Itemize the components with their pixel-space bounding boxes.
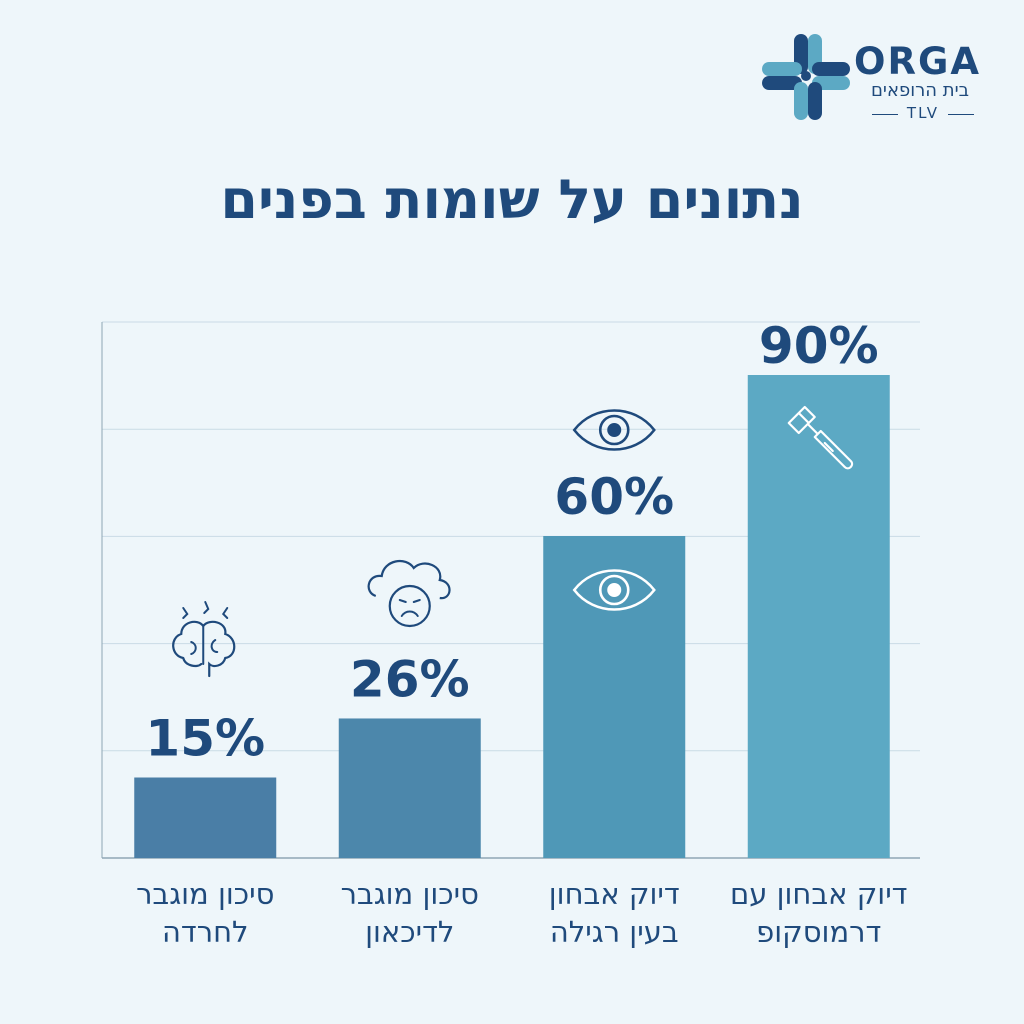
dermatoscope-icon	[787, 405, 854, 470]
category-label-naked-eye: בעין רגילה	[550, 915, 679, 949]
bar-anxiety	[134, 777, 277, 858]
logo-name: ORGA	[854, 40, 981, 83]
category-label-dermatoscope: דיוק אבחון עם	[730, 877, 908, 911]
logo-cross-icon	[762, 34, 850, 120]
data-label-naked-eye: 60%	[554, 468, 674, 526]
page-title: נתונים על שומות בפנים	[220, 168, 804, 231]
brain-stress-icon	[172, 601, 236, 678]
sad-cloud-face-icon	[367, 559, 451, 628]
category-label-depression: סיכון מוגבר	[341, 877, 479, 911]
category-label-anxiety: סיכון מוגבר	[136, 877, 274, 911]
eye-icon	[572, 409, 656, 451]
category-label-depression: לדיכאון	[365, 915, 454, 949]
logo-subtitle: בית הרופאים	[870, 80, 970, 101]
bar-dermatoscope	[747, 375, 890, 858]
eye-icon	[572, 569, 656, 611]
category-label-naked-eye: דיוק אבחון	[549, 877, 680, 911]
data-label-depression: 26%	[350, 650, 470, 708]
logo-tag: TLV	[868, 104, 978, 122]
category-label-anxiety: לחרדה	[162, 915, 249, 949]
bar-depression	[338, 718, 481, 858]
data-label-dermatoscope: 90%	[759, 317, 879, 375]
data-label-anxiety: 15%	[145, 710, 265, 768]
category-label-dermatoscope: דרמוסקופ	[756, 915, 881, 949]
brand-logo: ORGA בית הרופאים TLV	[760, 32, 990, 132]
